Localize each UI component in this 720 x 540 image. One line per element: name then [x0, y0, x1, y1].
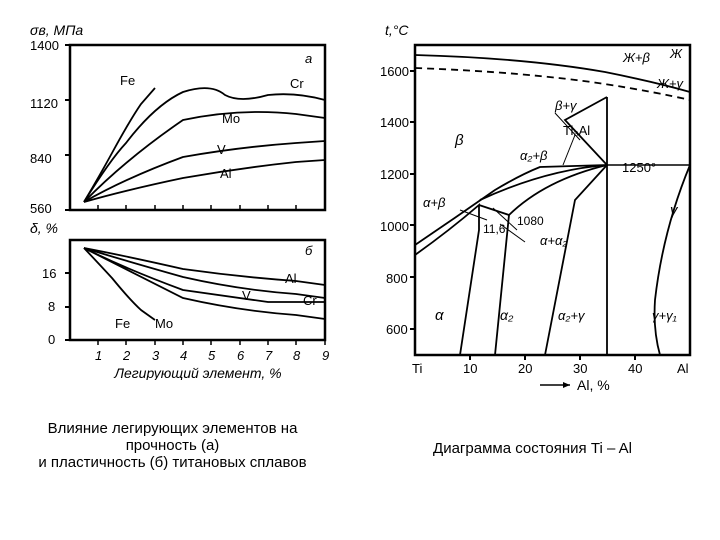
- svg-text:1080: 1080: [517, 214, 544, 228]
- svg-text:0: 0: [48, 332, 55, 347]
- svg-text:20: 20: [518, 361, 532, 376]
- svg-text:β+γ: β+γ: [554, 98, 578, 113]
- svg-text:Fe: Fe: [120, 73, 135, 88]
- svg-text:Ti: Ti: [412, 361, 422, 376]
- svg-text:γ+γ₁: γ+γ₁: [652, 308, 677, 323]
- svg-text:α: α: [435, 307, 444, 324]
- yticks-a: 1400 1120 840 560: [30, 38, 70, 216]
- svg-text:2: 2: [122, 348, 131, 363]
- ylabel-b: δ, %: [30, 220, 58, 236]
- svg-text:30: 30: [573, 361, 587, 376]
- svg-text:α+β: α+β: [423, 195, 446, 210]
- svg-text:840: 840: [30, 151, 52, 166]
- svg-text:5: 5: [208, 348, 216, 363]
- svg-text:11,6: 11,6: [483, 222, 506, 236]
- svg-text:б: б: [305, 243, 313, 258]
- svg-text:α₂: α₂: [500, 307, 514, 323]
- svg-text:α₂+β: α₂+β: [520, 148, 548, 163]
- svg-text:Fe: Fe: [115, 316, 130, 331]
- left-chart-svg: σв, MПa 1400 1120 840 560: [0, 0, 345, 380]
- svg-text:Ж+β: Ж+β: [622, 50, 651, 65]
- yticks-b: 16 8 0: [42, 266, 70, 347]
- svg-text:1400: 1400: [380, 115, 409, 130]
- svg-text:Ж+γ: Ж+γ: [656, 76, 685, 91]
- frame-a: [70, 45, 325, 210]
- svg-text:560: 560: [30, 201, 52, 216]
- svg-text:8: 8: [48, 299, 55, 314]
- yticks-right: 1600 1400 1200 1000 800 600: [380, 64, 415, 337]
- svg-text:Cr: Cr: [290, 76, 304, 91]
- left-caption: Влияние легирующих элементов на прочност…: [0, 420, 345, 471]
- svg-text:V: V: [242, 288, 251, 303]
- svg-text:16: 16: [42, 266, 56, 281]
- curves-a: [84, 88, 325, 202]
- svg-text:1250°: 1250°: [622, 160, 656, 175]
- svg-text:1600: 1600: [380, 64, 409, 79]
- right-chart-panel: t,°C 1600 1400 1200 1000 800 600 Ti 10 2…: [345, 0, 720, 540]
- svg-text:Al: Al: [220, 166, 232, 181]
- svg-text:1000: 1000: [380, 219, 409, 234]
- xtick-labels: 1 2 3 4 5 6 7 8 9: [95, 348, 329, 363]
- svg-text:Al: Al: [285, 271, 297, 286]
- svg-text:1120: 1120: [30, 96, 58, 111]
- svg-text:600: 600: [386, 322, 408, 337]
- svg-text:6: 6: [237, 348, 245, 363]
- svg-text:β: β: [454, 132, 464, 149]
- svg-text:Al: Al: [677, 361, 689, 376]
- svg-text:α₂+γ: α₂+γ: [558, 308, 586, 323]
- xticks-right: Ti 10 20 30 40 Al: [412, 355, 689, 376]
- svg-text:Mo: Mo: [155, 316, 173, 331]
- svg-text:α+α₂: α+α₂: [540, 233, 567, 248]
- xlabel-right: Al, %: [540, 377, 610, 393]
- svg-text:40: 40: [628, 361, 642, 376]
- svg-text:γ: γ: [670, 202, 679, 219]
- svg-text:1400: 1400: [30, 38, 59, 53]
- labels-b: Fe Mo V Al Cr б: [115, 243, 317, 331]
- svg-text:а: а: [305, 51, 312, 66]
- right-chart-svg: t,°C 1600 1400 1200 1000 800 600 Ti 10 2…: [345, 0, 720, 400]
- right-caption: Диаграмма состояния Ti – Al: [345, 440, 720, 457]
- svg-text:3: 3: [152, 348, 160, 363]
- svg-text:Mo: Mo: [222, 111, 240, 126]
- svg-text:Ti₃Al: Ti₃Al: [563, 123, 590, 138]
- left-chart-panel: σв, MПa 1400 1120 840 560: [0, 0, 345, 540]
- phase-labels: Ж+β Ж Ж+γ β β+γ Ti₃Al α₂+β α+β α+α₂ α α₂…: [423, 46, 685, 324]
- ylabel-a: σв, MПa: [30, 22, 83, 38]
- xlabel-left: Легирующий элемент, %: [113, 365, 281, 380]
- svg-text:8: 8: [293, 348, 301, 363]
- svg-text:9: 9: [322, 348, 329, 363]
- svg-text:Cr: Cr: [303, 293, 317, 308]
- phase-lines: [415, 55, 690, 355]
- svg-text:7: 7: [265, 348, 273, 363]
- svg-text:1: 1: [95, 348, 102, 363]
- ylabel-right: t,°C: [385, 22, 409, 38]
- svg-text:Al, %: Al, %: [577, 377, 610, 393]
- svg-text:4: 4: [180, 348, 187, 363]
- frame-right: [415, 45, 690, 355]
- svg-text:V: V: [217, 142, 226, 157]
- svg-text:10: 10: [463, 361, 477, 376]
- svg-text:800: 800: [386, 271, 408, 286]
- svg-text:1200: 1200: [380, 167, 409, 182]
- svg-text:Ж: Ж: [669, 46, 683, 61]
